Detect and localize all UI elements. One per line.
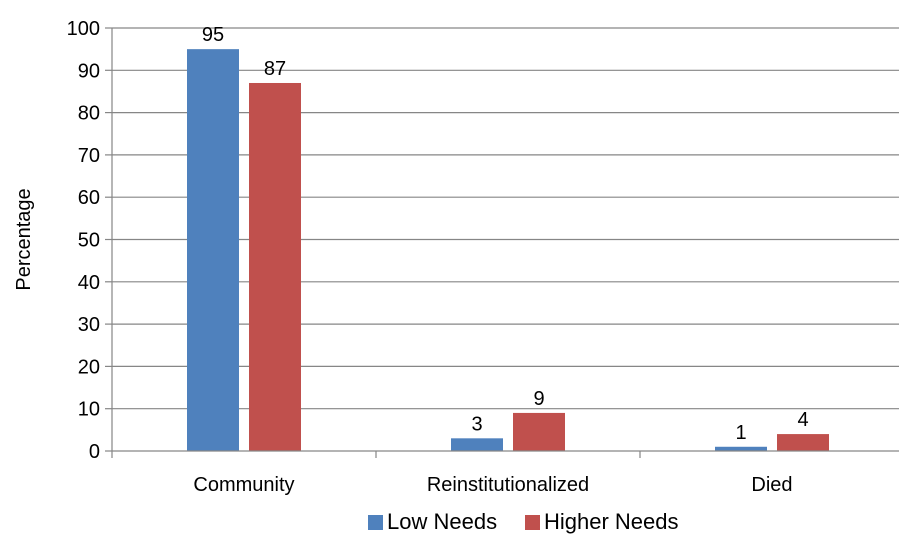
bar — [249, 82, 301, 452]
x-tick-label: Community — [193, 474, 294, 496]
y-tick-label: 20 — [78, 356, 100, 378]
legend-label: Higher Needs — [544, 509, 679, 534]
data-label: 87 — [264, 58, 286, 80]
y-tick-label: 70 — [78, 145, 100, 167]
data-label: 3 — [471, 413, 482, 435]
y-tick-label: 90 — [78, 60, 100, 82]
data-labels: 95 87 3 9 1 4 — [202, 24, 809, 444]
x-tick-label: Reinstitutionalized — [427, 474, 589, 496]
x-axis — [111, 28, 899, 458]
bar — [777, 434, 829, 451]
bar — [187, 49, 239, 452]
x-tick-label: Died — [751, 474, 792, 496]
data-label: 1 — [735, 422, 746, 444]
y-axis-title: Percentage — [13, 188, 35, 290]
y-tick-label: 80 — [78, 103, 100, 125]
bars — [187, 49, 829, 452]
y-tick-label: 100 — [67, 18, 100, 40]
data-label: 4 — [797, 409, 808, 431]
y-tick-label: 30 — [78, 314, 100, 336]
y-axis-ticks: 0 10 20 30 40 50 60 70 80 90 100 — [67, 18, 112, 463]
data-label: 9 — [533, 388, 544, 410]
y-tick-label: 40 — [78, 272, 100, 294]
bar — [715, 446, 767, 451]
y-tick-label: 60 — [78, 187, 100, 209]
data-label: 95 — [202, 24, 224, 46]
legend-swatch — [368, 515, 383, 530]
legend-swatch — [525, 515, 540, 530]
legend-label: Low Needs — [387, 509, 497, 534]
y-tick-label: 0 — [89, 441, 100, 463]
y-tick-label: 10 — [78, 399, 100, 421]
bar — [513, 412, 565, 451]
y-tick-label: 50 — [78, 230, 100, 252]
gridlines — [112, 27, 899, 410]
legend: Low Needs Higher Needs — [368, 509, 679, 534]
bar — [451, 438, 503, 451]
x-axis-labels: Community Reinstitutionalized Died — [193, 474, 792, 496]
